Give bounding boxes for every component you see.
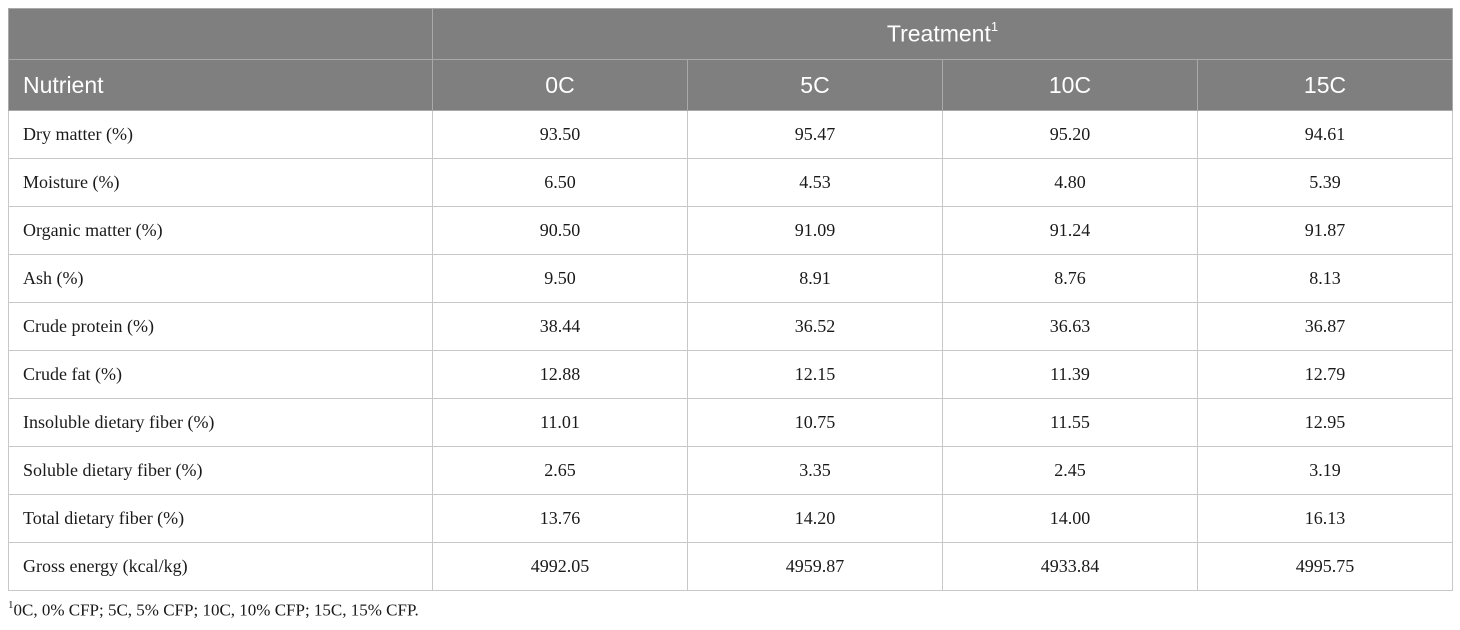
table-cell: 8.91 [687,254,943,303]
treatment-label: Treatment [886,20,991,47]
table-row: Insoluble dietary fiber (%) 11.01 10.75 … [8,398,1454,447]
row-label: Moisture (%) [8,158,433,207]
table-cell: 38.44 [432,302,688,351]
table-cell: 14.20 [687,494,943,543]
table-row: Crude protein (%) 38.44 36.52 36.63 36.8… [8,302,1454,351]
table-cell: 36.63 [942,302,1198,351]
table-cell: 14.00 [942,494,1198,543]
blank-header-cell [8,8,433,60]
table-cell: 13.76 [432,494,688,543]
column-header-row: Nutrient 0C 5C 10C 15C [8,59,1454,111]
table-cell: 2.65 [432,446,688,495]
table-cell: 2.45 [942,446,1198,495]
table-cell: 8.13 [1196,254,1454,303]
column-header-5c: 5C [687,59,943,111]
row-label: Insoluble dietary fiber (%) [8,398,433,447]
column-header-15c: 15C [1196,59,1454,111]
table-cell: 11.01 [432,398,688,447]
table-cell: 36.87 [1196,302,1454,351]
group-header-row: Treatment1 [8,8,1454,60]
table-cell: 91.87 [1196,206,1454,255]
table-cell: 12.88 [432,350,688,399]
table-cell: 9.50 [432,254,688,303]
table-row: Moisture (%) 6.50 4.53 4.80 5.39 [8,158,1454,207]
table-cell: 12.79 [1196,350,1454,399]
table-container: Treatment1 Nutrient 0C 5C 10C 15C Dry ma… [8,8,1454,621]
table-row: Ash (%) 9.50 8.91 8.76 8.13 [8,254,1454,303]
table-footnote: 10C, 0% CFP; 5C, 5% CFP; 10C, 10% CFP; 1… [8,599,1452,621]
column-header-10c: 10C [942,59,1198,111]
table-cell: 93.50 [432,110,688,159]
table-cell: 4.80 [942,158,1198,207]
table-row: Dry matter (%) 93.50 95.47 95.20 94.61 [8,110,1454,159]
table-cell: 3.35 [687,446,943,495]
table-cell: 10.75 [687,398,943,447]
table-cell: 4995.75 [1196,542,1454,591]
table-cell: 3.19 [1196,446,1454,495]
table-cell: 8.76 [942,254,1198,303]
table-cell: 95.47 [687,110,943,159]
row-label: Crude fat (%) [8,350,433,399]
table-cell: 4933.84 [942,542,1198,591]
treatment-header: Treatment1 [431,8,1454,60]
table-cell: 4959.87 [687,542,943,591]
table-cell: 36.52 [687,302,943,351]
column-header-0c: 0C [432,59,688,111]
table-cell: 6.50 [432,158,688,207]
table-cell: 94.61 [1196,110,1454,159]
table-cell: 91.09 [687,206,943,255]
table-cell: 11.55 [942,398,1198,447]
row-label: Soluble dietary fiber (%) [8,446,433,495]
table-cell: 12.95 [1196,398,1454,447]
table-cell: 90.50 [432,206,688,255]
table-row: Gross energy (kcal/kg) 4992.05 4959.87 4… [8,542,1454,591]
row-label: Crude protein (%) [8,302,433,351]
row-label: Dry matter (%) [8,110,433,159]
row-label: Total dietary fiber (%) [8,494,433,543]
row-label: Organic matter (%) [8,206,433,255]
column-header-nutrient: Nutrient [8,59,433,111]
table-cell: 4.53 [687,158,943,207]
nutrient-table: Treatment1 Nutrient 0C 5C 10C 15C Dry ma… [8,8,1454,591]
treatment-footnote-mark: 1 [990,19,999,35]
table-cell: 11.39 [942,350,1198,399]
table-cell: 16.13 [1196,494,1454,543]
table-row: Crude fat (%) 12.88 12.15 11.39 12.79 [8,350,1454,399]
table-cell: 4992.05 [432,542,688,591]
table-cell: 5.39 [1196,158,1454,207]
footnote-mark: 1 [8,599,14,611]
table-cell: 12.15 [687,350,943,399]
row-label: Gross energy (kcal/kg) [8,542,433,591]
footnote-text: 0C, 0% CFP; 5C, 5% CFP; 10C, 10% CFP; 15… [13,600,419,620]
table-row: Organic matter (%) 90.50 91.09 91.24 91.… [8,206,1454,255]
table-cell: 91.24 [942,206,1198,255]
table-row: Soluble dietary fiber (%) 2.65 3.35 2.45… [8,446,1454,495]
table-row: Total dietary fiber (%) 13.76 14.20 14.0… [8,494,1454,543]
row-label: Ash (%) [8,254,433,303]
table-cell: 95.20 [942,110,1198,159]
